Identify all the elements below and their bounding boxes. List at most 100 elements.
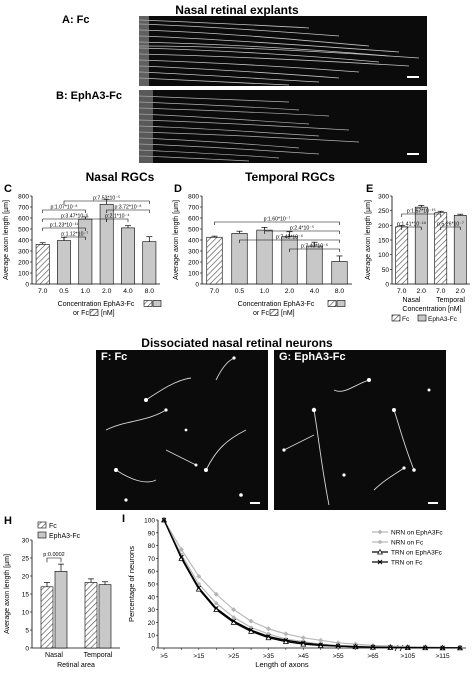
y-tick-label: 20: [22, 574, 30, 581]
x-tick-label: >115: [436, 653, 451, 660]
point: [161, 517, 167, 523]
bar: [35, 244, 50, 285]
x-tick-label: 0.5: [59, 288, 69, 295]
bar: [98, 584, 112, 649]
legend-label-3: TRN on Fc: [391, 560, 423, 567]
point: [248, 618, 254, 624]
bar: [306, 245, 323, 285]
point: [248, 627, 254, 633]
point: [335, 643, 341, 649]
scale-bar-g: [428, 502, 438, 504]
figure-title-explants: Nasal retinal explants: [175, 3, 299, 17]
legend-fc: Fc: [402, 316, 410, 323]
x-tick-label: 2.0: [102, 288, 112, 295]
x-axis-label-line2: or Fc: [73, 310, 89, 317]
y-tick-label: 100: [18, 271, 29, 278]
y-tick-label: 300: [18, 249, 29, 256]
point: [178, 546, 184, 552]
panel-label-f: F: Fc: [101, 351, 128, 363]
legend-swatch-fc-d: [327, 300, 337, 307]
sig-bracket-d1: [214, 221, 340, 225]
y-tick-label: 0: [385, 282, 389, 289]
y-tick-label: 800: [188, 194, 199, 201]
legend-epha3-h: EphA3-Fc: [49, 533, 81, 540]
point: [318, 637, 324, 643]
legend-swatch-fc-d2: [269, 309, 279, 316]
legend-fc-h: Fc: [49, 523, 57, 530]
point: [196, 585, 202, 591]
micrograph-f: [96, 350, 268, 510]
point: [213, 606, 219, 611]
chart-e: E 0 50 100 150 200 250 300 Average axon length […: [365, 183, 470, 323]
y-tick-label: 70: [148, 556, 156, 563]
axon-image-b: [139, 90, 360, 163]
sig-bracket-c3: [106, 209, 150, 213]
x-tick-label: Nasal: [45, 652, 63, 659]
micrograph-a: A: Fc: [139, 16, 427, 86]
x-tick-label: 7.0: [436, 288, 446, 295]
y-tick-label: 600: [18, 216, 29, 223]
sig-bracket-c2: [42, 209, 86, 213]
panel-label-i: I: [122, 513, 125, 525]
bar: [54, 571, 68, 649]
y-tick-label: 15: [22, 592, 30, 599]
x-axis-unit: [nM]: [101, 310, 115, 317]
sig-bracket-h: [46, 557, 62, 563]
group-label-temporal: Temporal: [436, 297, 465, 304]
y-tick-label: 700: [18, 205, 29, 212]
point: [422, 645, 428, 651]
sig-bracket-d3-label: p:7.48*10⁻⁶: [276, 235, 303, 241]
point: [265, 626, 271, 632]
sig-bracket-c6: [42, 227, 86, 231]
x-tick-label: 7.0: [210, 288, 220, 295]
sig-bracket-e3: [440, 226, 461, 230]
y-tick-label: 90: [148, 530, 156, 537]
sig-bracket-c6-label: p:1.23*10⁻¹¹: [50, 223, 79, 229]
sig-bracket-c7-label: p:1.12*10⁻⁷: [61, 232, 88, 238]
series-line-3: [163, 519, 460, 649]
panel-label-d: D: [174, 183, 182, 195]
legend-epha3: EphA3-Fc: [428, 316, 458, 323]
bar: [256, 229, 273, 285]
x-tick-label: >25: [228, 653, 239, 660]
legend-swatch-fc-c: [143, 300, 153, 307]
sig-bracket-h-label: p:0.0002: [43, 552, 64, 558]
point: [405, 645, 411, 650]
x-tick-label: >5: [160, 653, 168, 660]
y-tick-label: 150: [378, 238, 389, 245]
x-tick-label: >45: [298, 653, 309, 660]
sig-bracket-d1-label: p:1.60*10⁻⁷: [264, 217, 291, 223]
x-tick-label: 2.0: [417, 288, 427, 295]
legend-marker: [377, 529, 383, 535]
y-axis-label: Average axon length [µm]: [3, 200, 10, 280]
sig-bracket-d2: [264, 230, 340, 234]
sig-bracket-e2-label: p:1.41*10⁻¹⁹: [397, 222, 426, 228]
bar: [40, 586, 54, 649]
sig-bracket-c4-label: p:3.47*10⁻⁶: [61, 214, 88, 220]
scale-bar-f: [250, 502, 260, 504]
y-tick-label: 0: [25, 646, 29, 653]
sig-bracket-c5-label: p:2.1*10⁻⁴: [105, 214, 129, 220]
legend-marker: [378, 540, 382, 544]
title-dissociated: Dissociated nasal retinal neurons: [141, 336, 333, 350]
y-tick-label: 80: [148, 543, 156, 550]
y-tick-label: 50: [148, 582, 156, 589]
series-line-0: [163, 519, 461, 649]
panel-label-a-outside: A: Fc: [62, 14, 90, 26]
x-tick-label: 2.0: [285, 288, 295, 295]
x-tick-label: Temporal: [84, 652, 113, 659]
legend-marker: [377, 548, 383, 555]
title-nasal-rgcs: Nasal RGCs: [85, 170, 155, 184]
legend-swatch-fc-c2: [89, 309, 99, 316]
y-tick-label: 300: [188, 249, 199, 256]
sig-bracket-d2-label: p:2.4*10⁻⁵: [290, 226, 314, 232]
neuron-image-f: [105, 356, 247, 502]
micrograph-g: [274, 350, 446, 510]
sig-bracket-c1-label: p:7.53*10⁻⁵: [93, 196, 120, 202]
x-tick-label: 2.0: [456, 288, 466, 295]
x-tick-label: 1.0: [81, 288, 91, 295]
x-axis-unit: [nM]: [281, 310, 295, 317]
y-tick-label: 10: [148, 633, 156, 640]
point: [370, 644, 376, 650]
y-tick-label: 500: [188, 227, 199, 234]
